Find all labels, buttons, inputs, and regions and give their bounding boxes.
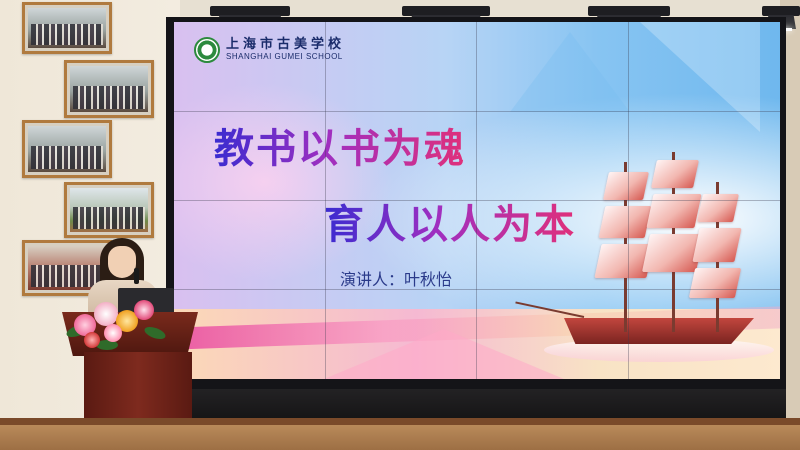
- wall-photo-frame: [22, 2, 112, 54]
- speaker-name: 演讲人：叶秋怡: [340, 270, 453, 289]
- presentation-screen: 上海市古美学校 SHANGHAI GUMEI SCHOOL 教书以书为魂 育人以…: [174, 22, 780, 379]
- wall-photo-frame: [64, 182, 154, 238]
- wall-photo-frame: [22, 120, 112, 178]
- flower-arrangement: [64, 296, 170, 356]
- microphone-icon: [134, 268, 139, 284]
- slide-title-line-1: 教书以书为魂: [214, 116, 466, 174]
- slide-title-line-2: 育人以人为本: [324, 192, 576, 250]
- school-logo: 上海市古美学校 SHANGHAI GUMEI SCHOOL: [194, 30, 345, 70]
- school-name-chinese: 上海市古美学校: [226, 37, 346, 53]
- wall-photo-frame: [22, 240, 112, 296]
- speaker-face: [108, 246, 136, 278]
- wall-photo-frame: [64, 60, 154, 118]
- sailing-ship-illustration: [515, 142, 774, 362]
- baseboard: [0, 418, 800, 426]
- stage-front: [186, 389, 786, 423]
- school-name-english: SHANGHAI GUMEI SCHOOL: [226, 51, 343, 61]
- podium: [84, 352, 192, 424]
- school-emblem-icon: [194, 37, 220, 63]
- floor: [0, 425, 800, 450]
